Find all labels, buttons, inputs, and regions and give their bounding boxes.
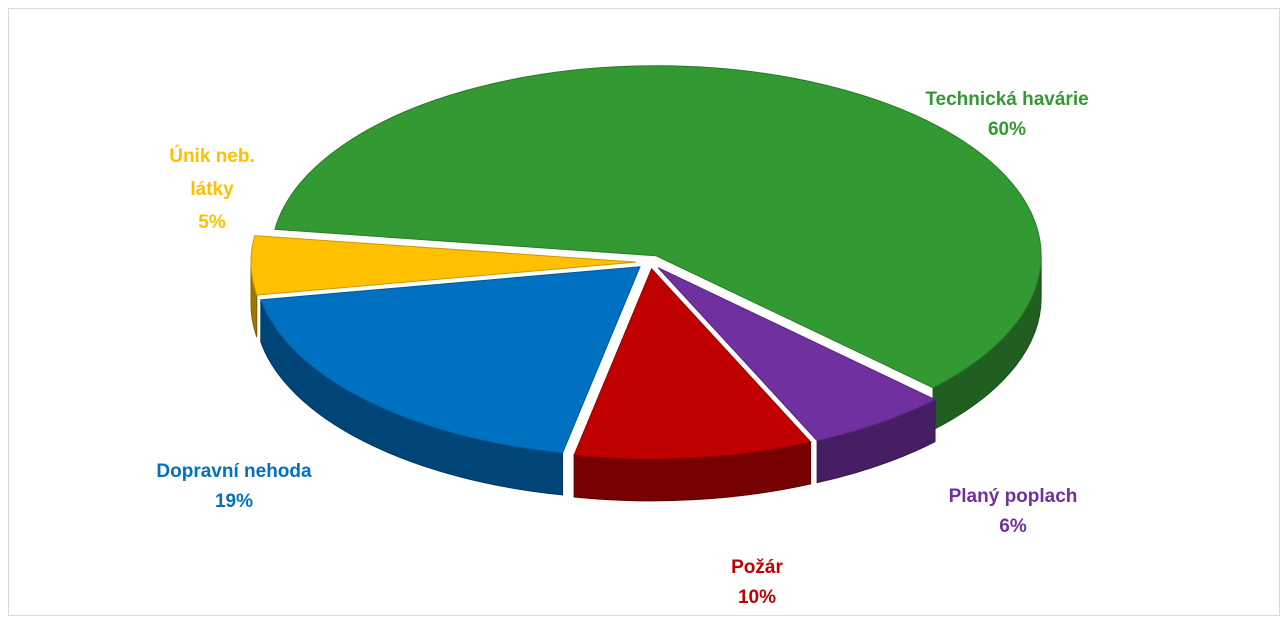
- category-label: Planý poplach: [949, 486, 1078, 507]
- pie-slice: [573, 267, 812, 460]
- data-labels: Technická havárie 60% Planý poplach 6% Požár…: [156, 89, 1088, 608]
- slice-tops: [250, 65, 1042, 460]
- category-label: Technická havárie: [925, 89, 1088, 110]
- value-label: 6%: [999, 516, 1027, 537]
- pie-slice: [260, 266, 641, 454]
- category-label: Dopravní nehoda: [156, 461, 312, 482]
- slice-sides: [250, 255, 1042, 502]
- value-label: 60%: [988, 119, 1026, 140]
- pie-slice: [274, 65, 1042, 389]
- pie-slice: [250, 235, 637, 296]
- category-label: Požár: [731, 557, 783, 578]
- value-label: 19%: [215, 491, 253, 512]
- label-line: Únik neb.: [169, 145, 255, 167]
- category-label: Únik neb. látky: [169, 145, 255, 200]
- pie-slice: [657, 267, 937, 442]
- value-label: 5%: [198, 212, 226, 233]
- label-line: látky: [190, 179, 234, 200]
- value-label: 10%: [738, 587, 776, 608]
